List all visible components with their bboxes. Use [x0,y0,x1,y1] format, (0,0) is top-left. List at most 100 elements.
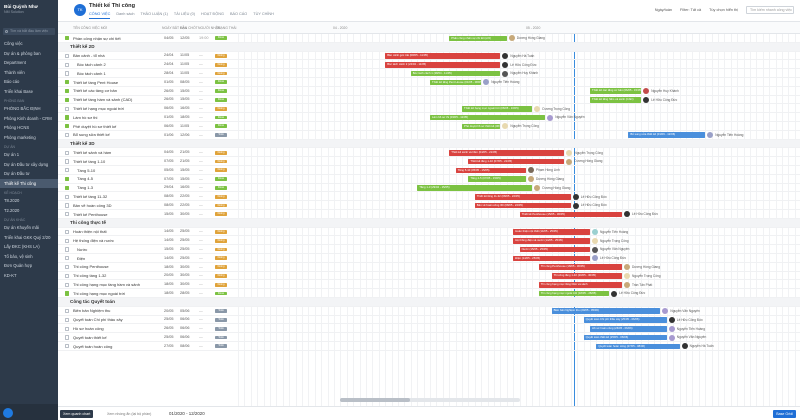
col-status[interactable]: TRẠNG THÁI [216,26,237,30]
sidebar-item[interactable]: Dự án & phòng ban [4,50,41,56]
status-badge[interactable]: Doing [215,273,227,278]
col-start[interactable]: NGÀY BẮT ĐẦU [162,26,188,30]
gantt-bar[interactable]: Tầng 4-5 (07/05 - 15/05) [468,176,526,182]
assignee-cell[interactable]: — [199,53,203,58]
avatar[interactable] [502,123,509,130]
status-badge[interactable]: Doing [215,150,227,155]
assignee-cell[interactable]: — [199,290,203,295]
task-name[interactable]: Thiết kế sảnh và hầm [73,149,112,155]
table-row[interactable]: Quyết toán thiết kế 25/05 06/06 — Todo Quyết … [58,333,800,342]
avatar[interactable] [566,158,573,165]
task-checkbox[interactable] [65,317,70,322]
table-row[interactable]: Thiết kế hạng mục ngoài trời 06/05 16/05 — D… [58,104,800,114]
task-checkbox[interactable] [65,247,70,252]
quick-search-input[interactable]: Tìm kiếm nhanh công việc [746,6,794,14]
gantt-bar[interactable]: Quyết toán thiết kế (25/05 - 06/06) [583,334,667,341]
avatar[interactable] [707,132,714,139]
sidebar-item[interactable]: Báo cáo [4,79,20,84]
status-badge[interactable]: Doing [215,238,227,243]
avatar[interactable] [611,290,618,297]
assignee-cell[interactable]: — [199,202,203,207]
task-checkbox[interactable] [65,53,70,58]
group-row[interactable]: Thi công thực tế [58,218,800,228]
task-checkbox[interactable] [65,80,70,85]
table-row[interactable]: Bóc tách cảnh 1 28/04 11/05 — Doing Bóc tách … [58,69,800,78]
table-row[interactable]: Thi công hạng mục tầng hầm và sảnh 18/05 3… [58,280,800,290]
assignee-cell[interactable]: — [199,79,203,84]
task-checkbox[interactable] [65,282,70,287]
table-row[interactable]: Thiết kế sảnh và hầm 04/05 21/05 — Doing Thiế… [58,148,800,158]
avatar[interactable] [534,184,541,191]
user-profile[interactable]: Bùi Quỳnh Như NM Solution [0,0,58,28]
avatar[interactable] [566,149,573,156]
task-checkbox[interactable] [65,159,70,164]
gantt-bar[interactable]: Bóc tách cảnh 2 (24/04 - 11/05) [385,61,501,68]
task-checkbox[interactable] [65,185,70,190]
task-name[interactable]: Làm hồ sơ thi [73,114,98,120]
gantt-bar[interactable]: Bóc tách cảnh 1 (28/04 - 11/05) [410,70,501,77]
status-badge[interactable]: Done [215,185,227,190]
task-checkbox[interactable] [65,97,70,102]
assignee-cell[interactable]: — [199,70,203,75]
sidebar-item[interactable]: Thiết kế Thi công [0,178,58,188]
gantt-bar[interactable]: Điện (14/05 - 25/05) [513,255,590,262]
table-row[interactable]: Phần công nhận sự chi tiết 04/05 12/05 19:0… [58,34,800,43]
status-badge[interactable]: Doing [215,247,227,252]
sidebar-item[interactable]: Triển khai GKK Quý 2/20 [4,234,51,240]
assignee-cell[interactable]: — [199,255,203,260]
sidebar-item[interactable]: Dự án Đầu tư xây dựng [4,161,49,167]
table-row[interactable]: Bản vẽ hoàn công 3D 08/05 22/05 — Doing Bản v… [58,201,800,210]
avatar[interactable] [502,70,509,77]
assignee-cell[interactable]: — [199,167,203,172]
sidebar-item[interactable]: Dự án 1 [4,152,20,157]
gantt-bar[interactable]: Quyết toán hoàn công (27/05 - 08/06) [596,343,680,350]
table-row[interactable]: Thi công Penthouse 18/05 30/05 — Doing Thi cô… [58,263,800,272]
task-name[interactable]: Tầng 4-5 [77,176,94,182]
task-name[interactable]: Thi công hạng mục tầng hầm và sảnh [73,281,140,287]
gantt-bar[interactable]: Thiết kế tầng 11-32 (08/05 - 22/05) [474,193,571,200]
group-row[interactable]: Thiết kế 3D [58,139,800,149]
avatar[interactable] [592,237,598,244]
group-title[interactable]: Thi công thực tế [70,219,106,225]
col-assignee[interactable]: NGƯỜI NHẬN [198,26,221,30]
group-title[interactable]: Thiết kế 3D [70,140,95,146]
task-name[interactable]: Thi công Penthouse [73,264,109,270]
avatar[interactable] [681,343,688,350]
status-badge[interactable]: Doing [215,212,227,217]
sidebar-item[interactable]: Tổ bảo, vệ sinh [4,253,33,259]
avatar[interactable] [592,246,598,253]
avatar[interactable] [534,105,541,112]
status-badge[interactable]: Done [215,80,227,85]
tab[interactable]: CÔNG VIỆC [89,12,111,19]
gantt-bar[interactable]: Thi công tầng 1-32 (20/05 - 30/05) [551,273,622,279]
assignee-cell[interactable]: — [199,264,203,269]
gantt-bar[interactable]: Thiết kế sảnh và hầm (04/05 - 21/05) [449,149,565,156]
sidebar-item[interactable]: PHÒNG BẮC ĐỊNH [4,106,41,111]
group-row[interactable]: Thiết kế 2D [58,42,800,52]
assignee-cell[interactable]: — [199,282,203,287]
task-name[interactable]: Nước [77,246,88,252]
status-badge[interactable]: Todo [215,133,227,137]
task-name[interactable]: Phê duyệt hồ sơ thiết kế [73,123,117,129]
assignee-cell[interactable]: — [199,326,203,331]
sidebar-item[interactable]: Dự án Đầu tư [4,171,30,176]
sidebar-search[interactable]: Tìm và bắt đầu làm việc [3,28,55,35]
horizontal-scrollbar[interactable] [340,398,520,402]
avatar[interactable] [624,211,630,218]
task-name[interactable]: Thiết kế tầng Pent House [73,79,119,85]
status-badge[interactable]: Done [215,97,227,102]
task-name[interactable]: Thiết kế tầng hầm và sảnh (CAD) [73,97,133,103]
group-title[interactable]: Thiết kế 2D [70,43,95,49]
table-row[interactable]: Thiết kế tầng 11-32 08/05 22/05 — Doing Thiết… [58,192,800,202]
task-name[interactable]: Phần công nhận sự chi tiết [73,35,121,41]
task-name[interactable]: Quyết toán thiết kế [73,334,107,340]
status-badge[interactable]: Doing [215,282,227,287]
task-checkbox[interactable] [65,106,70,111]
task-name[interactable]: Thiết kế tầng 11-32 [73,193,108,199]
avatar[interactable] [662,308,669,315]
task-checkbox[interactable] [65,308,70,314]
avatar[interactable] [643,96,650,103]
task-name[interactable]: Quyết toán Chi phí thầu xây [73,317,123,323]
assignee-cell[interactable]: — [199,246,203,251]
tab[interactable]: HOẠT ĐỘNG [201,12,224,16]
